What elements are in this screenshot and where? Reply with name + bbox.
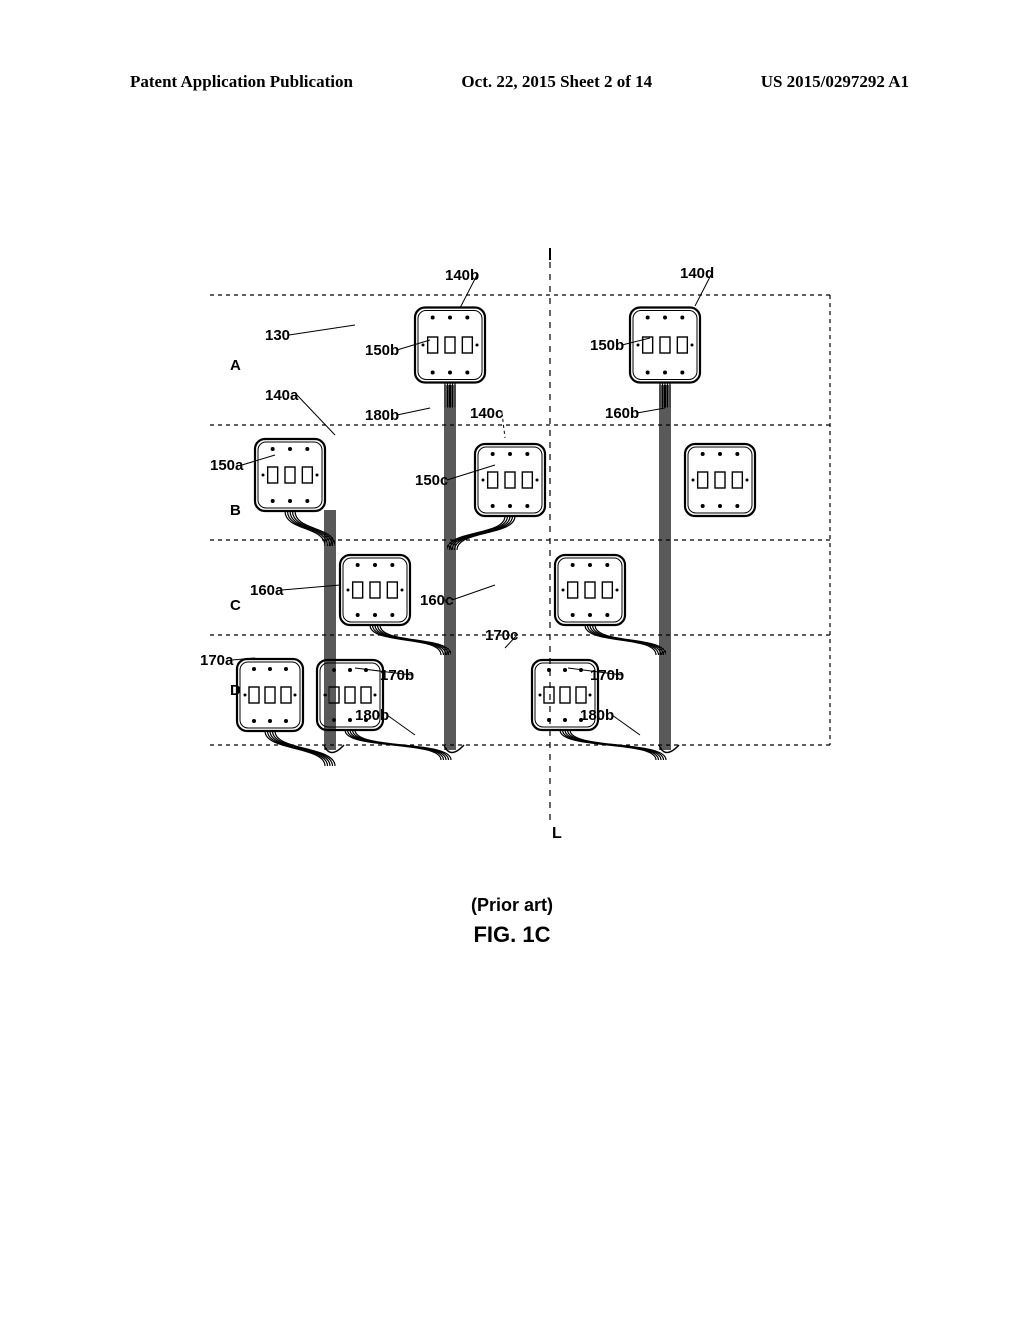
patent-figure: L130A140a150aBC160a170aD140b150b180b140c… [150, 240, 880, 860]
svg-text:170b: 170b [380, 667, 414, 684]
header-left: Patent Application Publication [130, 72, 353, 92]
svg-text:150a: 150a [210, 457, 244, 474]
figure-caption: (Prior art) FIG. 1C [0, 895, 1024, 948]
svg-text:160c: 160c [420, 592, 453, 609]
svg-text:180b: 180b [580, 707, 614, 724]
svg-text:130: 130 [265, 327, 290, 344]
page-header: Patent Application Publication Oct. 22, … [0, 72, 1024, 92]
svg-text:140a: 140a [265, 387, 299, 404]
svg-text:160b: 160b [605, 405, 639, 422]
svg-text:170b: 170b [590, 667, 624, 684]
svg-text:D: D [230, 682, 241, 699]
svg-text:180b: 180b [355, 707, 389, 724]
svg-text:A: A [230, 357, 241, 374]
svg-text:140c: 140c [470, 405, 503, 422]
svg-text:C: C [230, 597, 241, 614]
svg-text:160a: 160a [250, 582, 284, 599]
svg-text:150b: 150b [365, 342, 399, 359]
svg-text:170c: 170c [485, 627, 518, 644]
svg-text:B: B [230, 502, 241, 519]
prior-art-label: (Prior art) [0, 895, 1024, 916]
svg-text:180b: 180b [365, 407, 399, 424]
figure-svg: L130A140a150aBC160a170aD140b150b180b140c… [150, 240, 880, 860]
svg-text:150c: 150c [415, 472, 448, 489]
header-center: Oct. 22, 2015 Sheet 2 of 14 [461, 72, 652, 92]
svg-text:150b: 150b [590, 337, 624, 354]
header-right: US 2015/0297292 A1 [761, 72, 909, 92]
svg-text:170a: 170a [200, 652, 234, 669]
figure-number: FIG. 1C [0, 922, 1024, 948]
svg-text:L: L [552, 825, 562, 842]
